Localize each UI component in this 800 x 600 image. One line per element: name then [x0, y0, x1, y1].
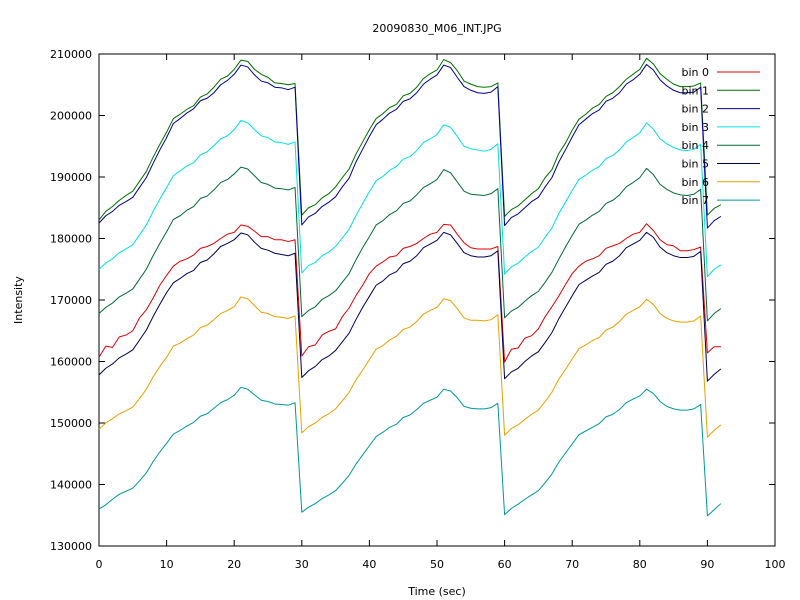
- x-tick-label: 60: [498, 558, 512, 571]
- legend-label: bin 3: [681, 121, 709, 134]
- y-tick-label: 200000: [50, 110, 92, 123]
- y-tick-label: 210000: [50, 48, 92, 61]
- x-tick-label: 50: [430, 558, 444, 571]
- chart-title: 20090830_M06_INT.JPG: [372, 22, 501, 35]
- x-tick-label: 20: [227, 558, 241, 571]
- x-axis-title: Time (sec): [407, 585, 466, 598]
- y-tick-label: 140000: [50, 479, 92, 492]
- series-line-bin-7: [98, 386, 722, 517]
- plot-frame: [98, 53, 776, 547]
- y-tick-label: 160000: [50, 356, 92, 369]
- series-line-bin-4: [98, 166, 722, 322]
- series-line-bin-3: [98, 119, 722, 278]
- x-tick-label: 90: [700, 558, 714, 571]
- series-line-bin-1: [98, 57, 722, 221]
- y-axis-title: Intensity: [12, 276, 25, 324]
- legend-label: bin 0: [681, 66, 709, 79]
- series-line-bin-6: [98, 296, 722, 438]
- x-tick-label: 30: [295, 558, 309, 571]
- legend-label: bin 6: [681, 176, 709, 189]
- series-line-bin-5: [98, 231, 722, 382]
- legend-label: bin 7: [681, 194, 709, 207]
- series-line-bin-0: [98, 223, 721, 363]
- legend: bin 0 bin 1 bin 2 bin 3 bin 4 bin 5 bin 6 bin 7: [681, 66, 760, 207]
- x-tick-label: 100: [765, 558, 786, 571]
- legend-label: bin 1: [681, 84, 709, 97]
- series-group: [98, 57, 722, 517]
- axis-ticks: 0 10 20 30 40 50 60 70 80 90 100 130000 140000 150000…: [50, 48, 786, 571]
- y-tick-label: 170000: [50, 294, 92, 307]
- y-tick-label: 130000: [50, 540, 92, 553]
- x-tick-label: 0: [96, 558, 103, 571]
- x-tick-label: 80: [633, 558, 647, 571]
- y-tick-label: 180000: [50, 233, 92, 246]
- y-tick-label: 190000: [50, 171, 92, 184]
- x-tick-label: 70: [565, 558, 579, 571]
- x-tick-label: 40: [362, 558, 376, 571]
- legend-label: bin 2: [681, 103, 709, 116]
- x-tick-label: 10: [160, 558, 174, 571]
- y-tick-label: 150000: [50, 417, 92, 430]
- legend-label: bin 5: [681, 158, 709, 171]
- legend-label: bin 4: [681, 139, 709, 152]
- series-line-bin-2: [98, 63, 722, 229]
